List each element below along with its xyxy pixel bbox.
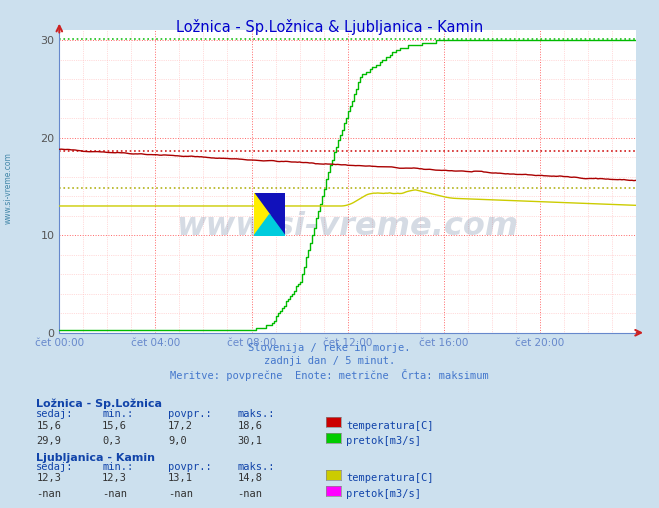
Text: Meritve: povprečne  Enote: metrične  Črta: maksimum: Meritve: povprečne Enote: metrične Črta:… (170, 369, 489, 382)
Text: maks.:: maks.: (237, 409, 275, 419)
Text: 15,6: 15,6 (36, 421, 61, 431)
Text: 17,2: 17,2 (168, 421, 193, 431)
Text: temperatura[C]: temperatura[C] (346, 421, 434, 431)
Text: Ljubljanica - Kamin: Ljubljanica - Kamin (36, 453, 156, 463)
Polygon shape (254, 214, 285, 236)
Text: 14,8: 14,8 (237, 473, 262, 484)
Text: sedaj:: sedaj: (36, 462, 74, 472)
Text: 12,3: 12,3 (36, 473, 61, 484)
Text: 12,3: 12,3 (102, 473, 127, 484)
Text: -nan: -nan (102, 489, 127, 499)
Text: pretok[m3/s]: pretok[m3/s] (346, 436, 421, 447)
Polygon shape (254, 193, 270, 236)
Text: Ložnica - Sp.Ložnica & Ljubljanica - Kamin: Ložnica - Sp.Ložnica & Ljubljanica - Kam… (176, 19, 483, 35)
Text: min.:: min.: (102, 462, 133, 472)
Text: 9,0: 9,0 (168, 436, 186, 447)
Text: min.:: min.: (102, 409, 133, 419)
Text: povpr.:: povpr.: (168, 462, 212, 472)
Text: -nan: -nan (168, 489, 193, 499)
Text: Ložnica - Sp.Ložnica: Ložnica - Sp.Ložnica (36, 399, 162, 409)
Text: 0,3: 0,3 (102, 436, 121, 447)
Text: sedaj:: sedaj: (36, 409, 74, 419)
Text: 15,6: 15,6 (102, 421, 127, 431)
Text: zadnji dan / 5 minut.: zadnji dan / 5 minut. (264, 356, 395, 366)
Text: 18,6: 18,6 (237, 421, 262, 431)
Polygon shape (254, 193, 285, 236)
Text: pretok[m3/s]: pretok[m3/s] (346, 489, 421, 499)
Text: temperatura[C]: temperatura[C] (346, 473, 434, 484)
Text: 30,1: 30,1 (237, 436, 262, 447)
Text: -nan: -nan (237, 489, 262, 499)
Text: maks.:: maks.: (237, 462, 275, 472)
Text: 29,9: 29,9 (36, 436, 61, 447)
Text: 13,1: 13,1 (168, 473, 193, 484)
Text: povpr.:: povpr.: (168, 409, 212, 419)
Text: Slovenija / reke in morje.: Slovenija / reke in morje. (248, 343, 411, 353)
Text: www.si-vreme.com: www.si-vreme.com (4, 152, 13, 224)
Text: -nan: -nan (36, 489, 61, 499)
Text: www.si-vreme.com: www.si-vreme.com (177, 211, 519, 242)
